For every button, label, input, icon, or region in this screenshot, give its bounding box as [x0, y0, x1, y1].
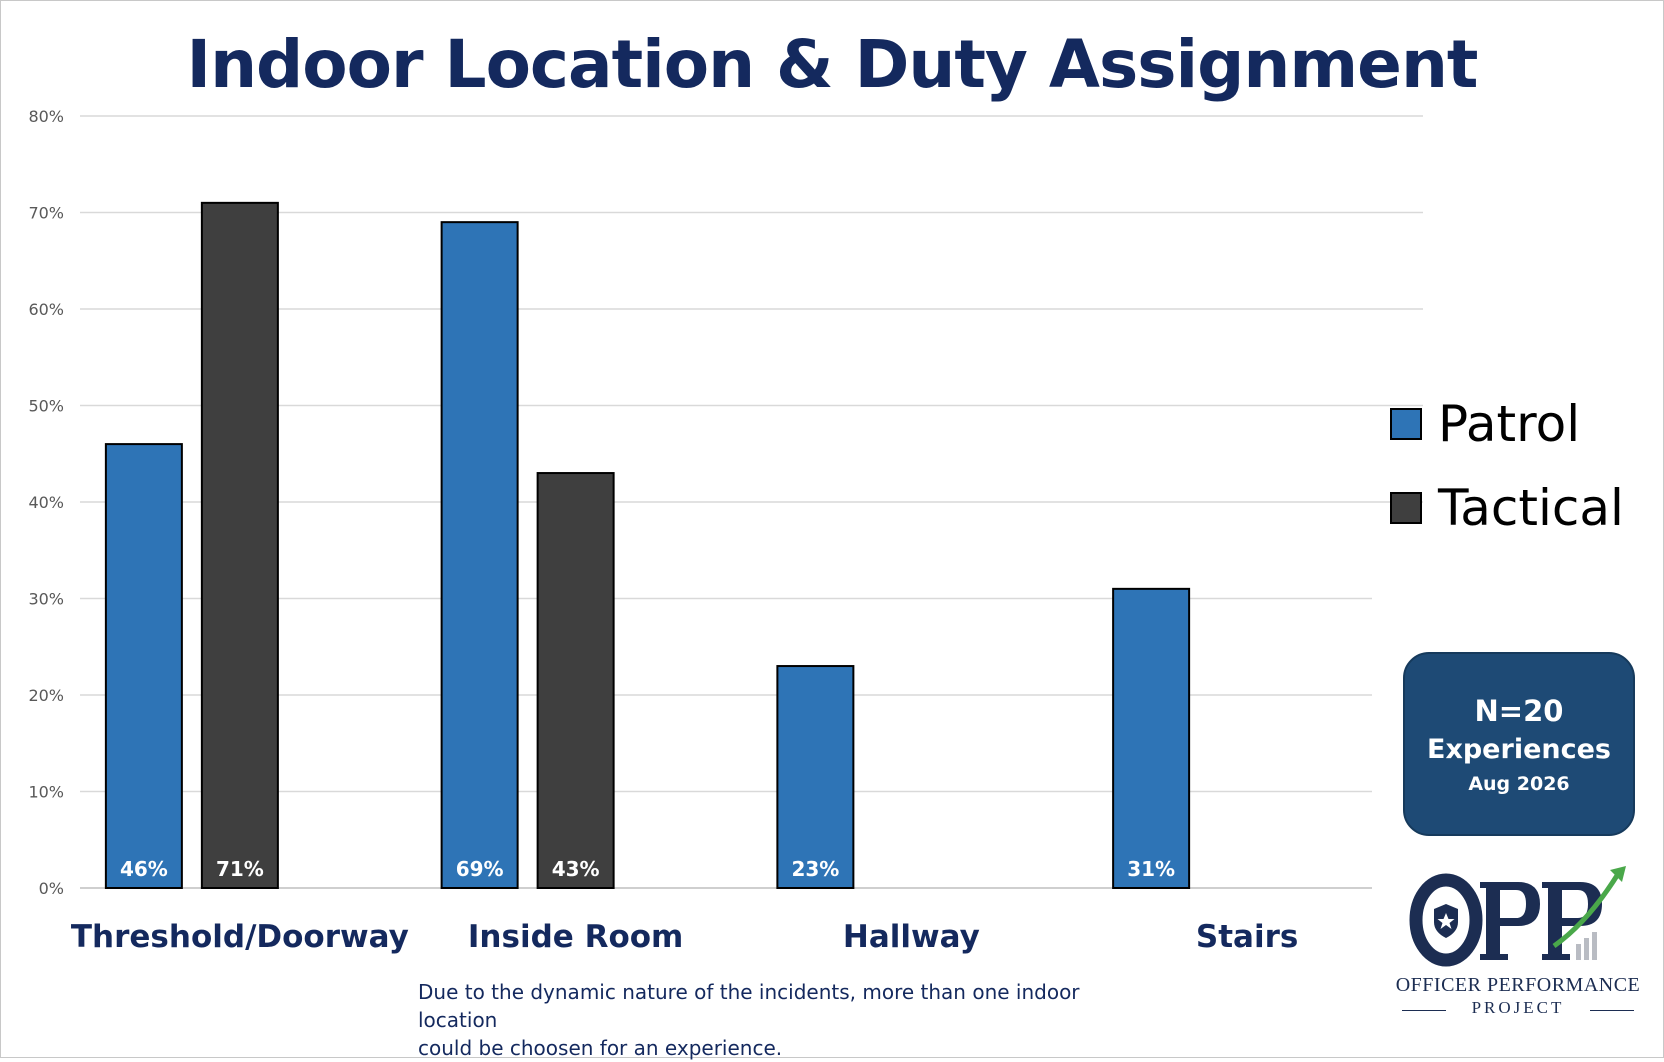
badge-star-icon — [1437, 913, 1455, 929]
data-label-patrol: 23% — [791, 857, 839, 881]
growth-arrow-icon — [1552, 872, 1621, 949]
logo-divider-right — [1590, 1010, 1634, 1011]
bar-patrol — [1112, 587, 1191, 889]
legend-label-patrol: Patrol — [1438, 395, 1581, 453]
footnote-line-2: could be choosen for an experience. — [418, 1036, 783, 1060]
y-tick-label: 40% — [28, 493, 64, 512]
legend-swatch-tactical — [1390, 492, 1422, 524]
sample-size-label: Experiences — [1427, 734, 1611, 765]
bar-patrol — [776, 665, 855, 889]
x-category-label: Threshold/Doorway — [71, 919, 409, 955]
growth-arrow-head — [1610, 866, 1626, 882]
opp-logo: OFFICER PERFORMANCE PROJECT — [1388, 862, 1648, 1022]
y-tick-label: 60% — [28, 300, 64, 319]
y-tick-label: 0% — [39, 879, 64, 898]
data-label-patrol: 46% — [120, 857, 168, 881]
sample-size: N=20 — [1474, 694, 1564, 728]
y-tick-label: 30% — [28, 590, 64, 609]
y-tick-label: 20% — [28, 686, 64, 705]
sample-size-badge: N=20 Experiences Aug 2026 — [1403, 652, 1635, 836]
opp-logo-mark — [1409, 866, 1626, 967]
bar-patrol — [104, 443, 183, 889]
x-category-label: Hallway — [843, 919, 980, 955]
bar-tactical — [200, 201, 279, 890]
y-tick-label: 10% — [28, 783, 64, 802]
footnote-line-1: Due to the dynamic nature of the inciden… — [418, 980, 1080, 1032]
logo-divider-left — [1402, 1010, 1446, 1011]
logo-bar-1 — [1576, 944, 1581, 960]
chart-title: Indoor Location & Duty Assignment — [186, 26, 1479, 103]
logo-text-project: PROJECT — [1471, 998, 1565, 1017]
logo-letter-p1 — [1480, 882, 1540, 960]
y-tick-label: 50% — [28, 397, 64, 416]
x-category-label: Stairs — [1196, 919, 1298, 955]
bar-patrol — [440, 221, 519, 889]
logo-bar-2 — [1584, 938, 1589, 960]
logo-bar-3 — [1592, 932, 1597, 960]
data-label-patrol: 69% — [456, 857, 504, 881]
data-label-tactical: 43% — [552, 857, 600, 881]
footnote: Due to the dynamic nature of the inciden… — [418, 978, 1138, 1062]
survey-date: Aug 2026 — [1468, 773, 1570, 795]
legend-swatch-patrol — [1390, 408, 1422, 440]
data-label-patrol: 31% — [1127, 857, 1175, 881]
legend-item-tactical: Tactical — [1390, 466, 1624, 550]
data-label-tactical: 71% — [216, 857, 264, 881]
x-category-label: Inside Room — [468, 919, 683, 955]
logo-letter-o — [1409, 873, 1483, 967]
legend: Patrol Tactical — [1390, 382, 1624, 550]
legend-label-tactical: Tactical — [1438, 479, 1624, 537]
logo-text-officer-performance: OFFICER PERFORMANCE — [1395, 974, 1641, 996]
legend-item-patrol: Patrol — [1390, 382, 1624, 466]
y-tick-label: 80% — [28, 107, 64, 126]
y-tick-label: 70% — [28, 204, 64, 223]
bar-tactical — [536, 472, 615, 889]
